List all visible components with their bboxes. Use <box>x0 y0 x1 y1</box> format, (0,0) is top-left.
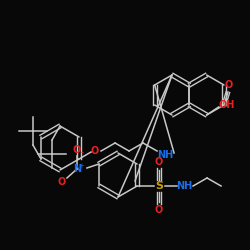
Text: NH: NH <box>176 181 192 191</box>
Text: O: O <box>73 145 81 155</box>
Text: O: O <box>155 205 163 215</box>
Text: -: - <box>81 148 84 158</box>
Text: O: O <box>225 80 233 90</box>
Text: O: O <box>155 157 163 167</box>
Text: NH: NH <box>157 150 173 160</box>
Text: N: N <box>73 164 81 174</box>
Text: +: + <box>78 163 84 169</box>
Text: S: S <box>155 181 163 191</box>
Text: O: O <box>91 146 99 156</box>
Text: O: O <box>58 177 66 187</box>
Text: OH: OH <box>218 100 235 110</box>
